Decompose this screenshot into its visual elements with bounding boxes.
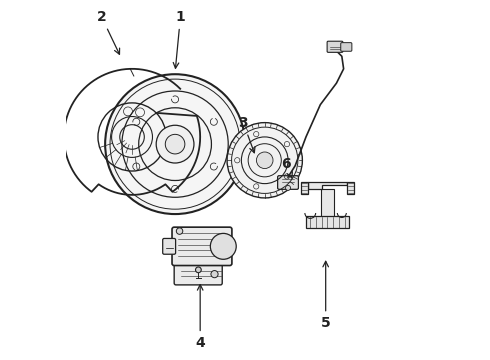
- Text: 5: 5: [321, 261, 331, 330]
- Circle shape: [210, 233, 236, 259]
- FancyBboxPatch shape: [327, 41, 343, 52]
- FancyBboxPatch shape: [278, 176, 298, 189]
- FancyBboxPatch shape: [163, 238, 175, 254]
- Circle shape: [227, 123, 302, 198]
- Circle shape: [165, 134, 185, 154]
- Polygon shape: [347, 182, 354, 194]
- Polygon shape: [300, 182, 308, 194]
- Circle shape: [286, 185, 291, 190]
- Polygon shape: [321, 189, 334, 220]
- FancyBboxPatch shape: [172, 227, 232, 266]
- Text: 4: 4: [196, 285, 205, 350]
- Text: 2: 2: [97, 10, 120, 54]
- Circle shape: [105, 74, 245, 214]
- Circle shape: [256, 152, 273, 168]
- Circle shape: [176, 228, 183, 234]
- Polygon shape: [308, 182, 347, 189]
- FancyBboxPatch shape: [174, 262, 222, 285]
- FancyBboxPatch shape: [341, 42, 352, 51]
- Circle shape: [196, 267, 201, 273]
- Circle shape: [156, 125, 194, 163]
- Polygon shape: [306, 216, 349, 228]
- Text: 1: 1: [173, 10, 185, 68]
- Text: 6: 6: [281, 157, 293, 178]
- Text: 3: 3: [239, 116, 255, 153]
- Circle shape: [211, 271, 218, 278]
